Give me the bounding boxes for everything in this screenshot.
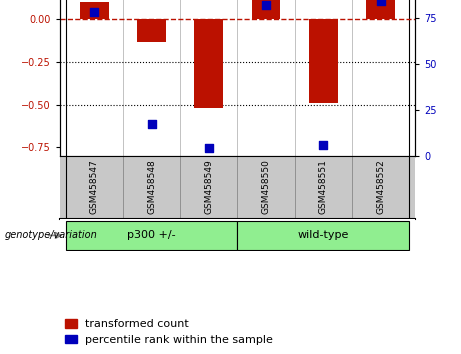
Point: [319, 142, 327, 148]
Bar: [237, 221, 409, 250]
Text: GSM458549: GSM458549: [204, 159, 213, 214]
Point: [148, 122, 155, 127]
Text: GSM458547: GSM458547: [90, 159, 99, 214]
Point: [262, 2, 270, 8]
Bar: [80, 2, 109, 19]
Text: wild-type: wild-type: [298, 230, 349, 240]
Text: GSM458551: GSM458551: [319, 159, 328, 214]
Point: [205, 145, 213, 151]
Bar: [195, 19, 223, 108]
Point: [91, 9, 98, 15]
Text: genotype/variation: genotype/variation: [5, 230, 97, 240]
Text: GSM458552: GSM458552: [376, 159, 385, 214]
Bar: [366, 0, 395, 19]
Text: p300 +/-: p300 +/-: [127, 230, 176, 240]
Text: GSM458548: GSM458548: [147, 159, 156, 214]
Bar: [252, 0, 280, 19]
Legend: transformed count, percentile rank within the sample: transformed count, percentile rank withi…: [65, 319, 273, 345]
Bar: [65, 221, 237, 250]
Text: GSM458550: GSM458550: [261, 159, 271, 214]
Bar: [137, 19, 166, 41]
Point: [377, 0, 384, 4]
Bar: [309, 19, 337, 103]
